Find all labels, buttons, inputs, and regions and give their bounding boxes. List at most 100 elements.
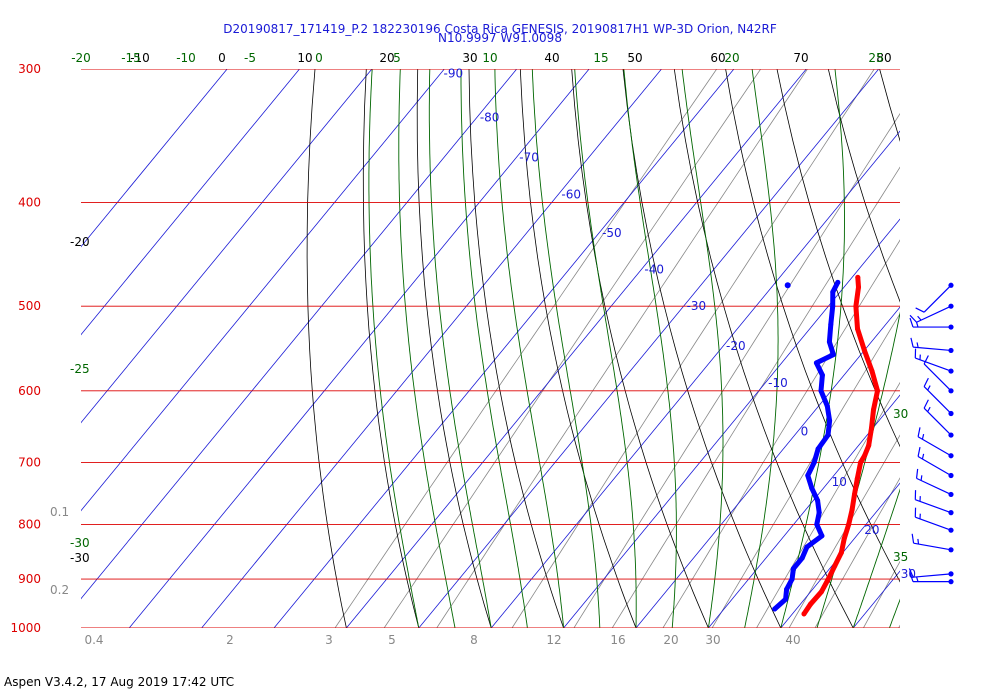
moist-adiabat-right-label: 30 <box>893 407 908 421</box>
isotherm-label: 30 <box>901 567 916 581</box>
dewpoint-point <box>772 606 778 612</box>
wind-barb-feather <box>923 399 929 409</box>
dewpoint-point <box>813 360 819 366</box>
temperature-point <box>825 576 831 582</box>
isotherm-line <box>490 130 900 628</box>
wind-barb <box>923 399 954 438</box>
temperature-point <box>853 303 859 309</box>
dewpoint-point <box>819 533 825 539</box>
dewpoint-point <box>789 576 795 582</box>
moist-adiabat-top-label: -10 <box>176 51 196 65</box>
temperature-point <box>861 347 867 353</box>
dry-adiabat-line <box>416 69 492 628</box>
dry-adiabat-top-label: -10 <box>130 51 150 65</box>
dry-adiabat-line <box>468 69 564 628</box>
wind-barb-staff <box>915 516 952 531</box>
wind-barb-staff <box>923 386 952 414</box>
sounding-traces <box>772 274 880 617</box>
dry-adiabat-top-label: 10 <box>297 51 312 65</box>
temperature-point <box>838 550 844 555</box>
wind-barb-station <box>948 472 954 479</box>
moist-adiabat-line <box>428 69 492 628</box>
moist-adiabat-right-label: 35 <box>893 550 908 564</box>
wind-barb-staff <box>917 455 952 476</box>
wind-barb-half-feather <box>915 576 919 582</box>
chart-labels: 3004005006007008009001000-90-80-70-60-50… <box>10 51 916 647</box>
isotherm-label: 20 <box>864 523 879 537</box>
moist-adiabat-left-label: -25 <box>70 362 90 376</box>
mixing-ratio-line <box>756 381 900 628</box>
footer-text: Aspen V3.4.2, 17 Aug 2019 17:42 UTC <box>4 675 235 689</box>
isotherm-line <box>418 69 880 628</box>
temperature-point <box>855 274 861 280</box>
isotherm-label: -40 <box>644 262 664 276</box>
wind-barb-feather <box>909 314 917 323</box>
temperature-point <box>808 601 813 607</box>
wind-barb-feather <box>911 533 915 544</box>
mixing-ratio-bottom-label: 5 <box>388 633 396 647</box>
dewpoint-point <box>784 586 790 592</box>
moist-adiabat-line <box>926 69 1000 628</box>
wind-barb-half-feather <box>927 385 931 391</box>
mixing-ratio-bottom-label: 30 <box>705 633 720 647</box>
temperature-point <box>869 425 874 431</box>
temperature-point <box>871 407 876 413</box>
pressure-label: 400 <box>18 196 41 210</box>
wind-barb-feather <box>915 307 925 313</box>
pressure-label: 900 <box>18 572 41 586</box>
temperature-point <box>849 507 855 513</box>
temperature-point <box>818 589 824 595</box>
wind-barb-feather <box>915 468 919 479</box>
dewpoint-point <box>828 321 834 327</box>
chart-subtitle: N10.9997 W91.0098 <box>438 31 562 45</box>
moist-adiabat-top-label: -15 <box>121 51 141 65</box>
wind-barb-staff <box>913 346 952 352</box>
wind-barb-feather <box>910 337 914 348</box>
isotherm-line <box>81 69 373 424</box>
mixing-ratio-bottom-label: 16 <box>610 633 625 647</box>
temperature-point <box>801 611 807 617</box>
dewpoint-point <box>816 510 822 516</box>
mixing-ratio-line <box>383 69 762 628</box>
mixing-ratio-line <box>334 69 718 628</box>
wind-barb-staff <box>916 477 952 495</box>
wind-barb-staff <box>916 305 952 323</box>
wind-barb <box>914 490 954 516</box>
wind-barb-station <box>948 388 954 394</box>
dry-adiabat-top-label: 50 <box>627 51 642 65</box>
moist-adiabat-line <box>962 69 1000 628</box>
dewpoint-point <box>825 432 831 438</box>
dry-adiabat-top-label: 60 <box>710 51 725 65</box>
isotherm-label: -50 <box>602 226 622 240</box>
mixing-ratio-line <box>814 477 900 628</box>
dewpoint-point <box>814 521 820 527</box>
isotherm-label: 10 <box>832 475 847 489</box>
dewpoint-point <box>819 372 825 378</box>
wind-barb <box>909 303 954 323</box>
dry-adiabat-line <box>725 69 900 583</box>
wind-barbs <box>908 282 954 585</box>
mixing-ratio-bottom-label: 12 <box>546 633 561 647</box>
wind-barb-feather <box>923 355 929 365</box>
dewpoint-point <box>835 279 841 285</box>
moist-adiabat-top-label: 25 <box>868 51 883 65</box>
isotherm-label: -10 <box>768 376 788 390</box>
dewpoint-point <box>818 388 824 394</box>
wind-barb <box>909 572 954 585</box>
wind-barb <box>923 355 954 394</box>
dry-adiabat-line <box>362 69 420 628</box>
isotherm-line <box>273 69 735 628</box>
wind-barb <box>915 468 954 498</box>
mixing-ratio-bottom-label: 0.4 <box>84 633 103 647</box>
isotherm-label: -30 <box>687 299 707 313</box>
wind-barb <box>914 348 954 374</box>
wind-barb-half-feather <box>920 475 923 481</box>
wind-barb <box>917 427 954 459</box>
wind-barb-staff <box>915 499 952 514</box>
dewpoint-point <box>826 339 832 345</box>
wind-barb-staff <box>923 363 952 392</box>
wind-barb-station <box>948 282 954 288</box>
mixing-ratio-left-label: 0.2 <box>50 583 69 597</box>
mixing-ratio-line <box>711 312 900 628</box>
